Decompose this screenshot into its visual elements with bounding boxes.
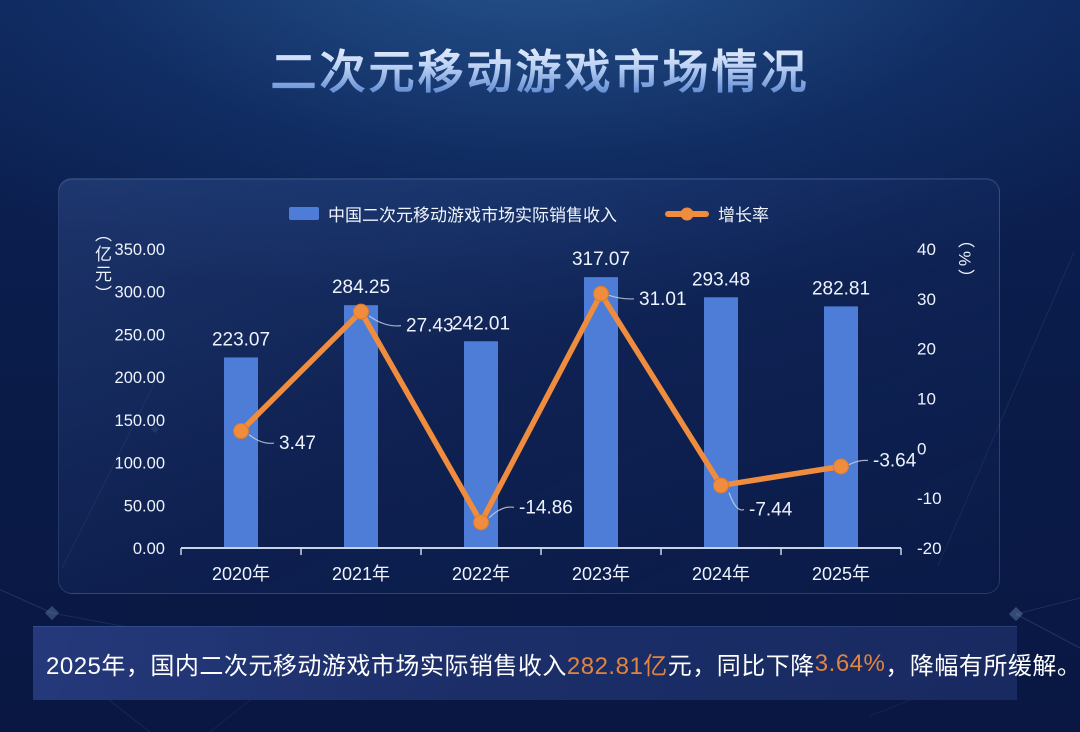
x-axis-category-label: 2022年 [452, 564, 510, 584]
bar-value-label: 284.25 [332, 277, 390, 298]
left-axis-tick-label: 100.00 [115, 455, 165, 473]
x-axis-category-label: 2021年 [332, 564, 390, 584]
bar-value-label: 317.07 [572, 249, 630, 270]
chart-legend: 中国二次元移动游戏市场实际销售收入 增长率 [59, 201, 999, 226]
summary-banner: 2025年，国内二次元移动游戏市场实际销售收入 282.81亿 元，同比下降 3.64… [33, 626, 1080, 700]
left-axis-tick-label: 200.00 [115, 369, 165, 387]
legend-item-growth-rate[interactable]: 增长率 [665, 201, 769, 226]
page-title: 二次元移动游戏市场情况 [0, 36, 1080, 102]
left-axis-tick-label: 50.00 [124, 497, 165, 515]
x-axis-category-label: 2025年 [812, 564, 870, 584]
left-axis-unit-label: （亿元） [92, 225, 111, 305]
right-axis-tick-label: 30 [917, 290, 936, 309]
line-point-2021年 [353, 303, 369, 320]
left-axis-tick-label: 150.00 [115, 412, 165, 430]
bar-value-label: 282.81 [812, 278, 870, 299]
line-point-2025年 [833, 458, 849, 475]
legend-label: 增长率 [718, 206, 769, 225]
bar-value-label: 293.48 [692, 269, 750, 290]
bar-series-swatch [289, 207, 319, 220]
value-label-leader [248, 434, 275, 444]
bar-2022年 [464, 341, 498, 548]
line-point-2022年 [473, 514, 489, 531]
line-value-label: -14.86 [519, 497, 573, 518]
bar-value-label: 242.01 [452, 313, 510, 334]
summary-text: 元，同比下降 [667, 653, 815, 680]
left-axis-tick-label: 250.00 [115, 326, 165, 344]
line-value-label: 27.43 [406, 316, 454, 337]
chart-panel: 中国二次元移动游戏市场实际销售收入 增长率 （亿元） （%） 223.07 284.… [58, 178, 1000, 594]
value-label-leader [848, 459, 869, 466]
line-value-label: 31.01 [639, 289, 687, 310]
value-label-leader [728, 492, 745, 511]
summary-highlight: 282.81亿 [566, 653, 668, 680]
value-label-leader [608, 294, 635, 300]
line-point-2024年 [713, 477, 729, 494]
bar-2021年 [344, 305, 378, 548]
combo-chart: 223.07 284.25 242.01 317.07 293.48 282.81 350.… [115, 240, 942, 584]
right-axis-tick-label: 20 [917, 340, 936, 359]
legend-item-revenue[interactable]: 中国二次元移动游戏市场实际销售收入 [289, 201, 617, 226]
line-point-2023年 [593, 285, 609, 302]
bar-2020年 [224, 357, 258, 548]
right-axis-tick-label: -20 [917, 539, 942, 558]
right-axis-tick-label: 10 [917, 390, 936, 409]
x-axis-category-label: 2023年 [572, 564, 630, 584]
right-axis-tick-label: -10 [917, 489, 942, 508]
line-series-swatch-dot [680, 207, 694, 220]
right-axis-tick-label: 0 [917, 439, 926, 458]
left-axis-tick-label: 350.00 [115, 241, 165, 259]
bar-value-label: 223.07 [212, 329, 270, 350]
bar-2024年 [704, 297, 738, 548]
x-axis-category-label: 2020年 [212, 564, 270, 584]
legend-label: 中国二次元移动游戏市场实际销售收入 [328, 206, 617, 225]
line-series-swatch [665, 207, 709, 220]
x-axis-category-label: 2024年 [692, 564, 750, 584]
line-value-label: -3.64 [873, 450, 917, 471]
summary-highlight: 3.64% [814, 649, 886, 677]
right-axis-tick-label: 40 [917, 240, 936, 259]
bar-2025年 [824, 306, 858, 548]
line-point-2020年 [233, 423, 249, 440]
value-label-leader [368, 315, 402, 327]
growth-rate-line [238, 291, 844, 526]
bar-2023年 [584, 277, 618, 548]
right-axis-unit-label: （%） [955, 231, 974, 290]
left-axis-tick-label: 300.00 [115, 284, 165, 302]
line-value-label: -7.44 [749, 499, 793, 520]
line-value-label: 3.47 [279, 433, 316, 454]
left-axis-tick-label: 0.00 [133, 540, 165, 558]
summary-text: ，降幅有所缓解。 [885, 653, 1080, 680]
summary-text: 2025年，国内二次元移动游戏市场实际销售收入 [46, 653, 567, 680]
value-label-leader [488, 506, 515, 519]
